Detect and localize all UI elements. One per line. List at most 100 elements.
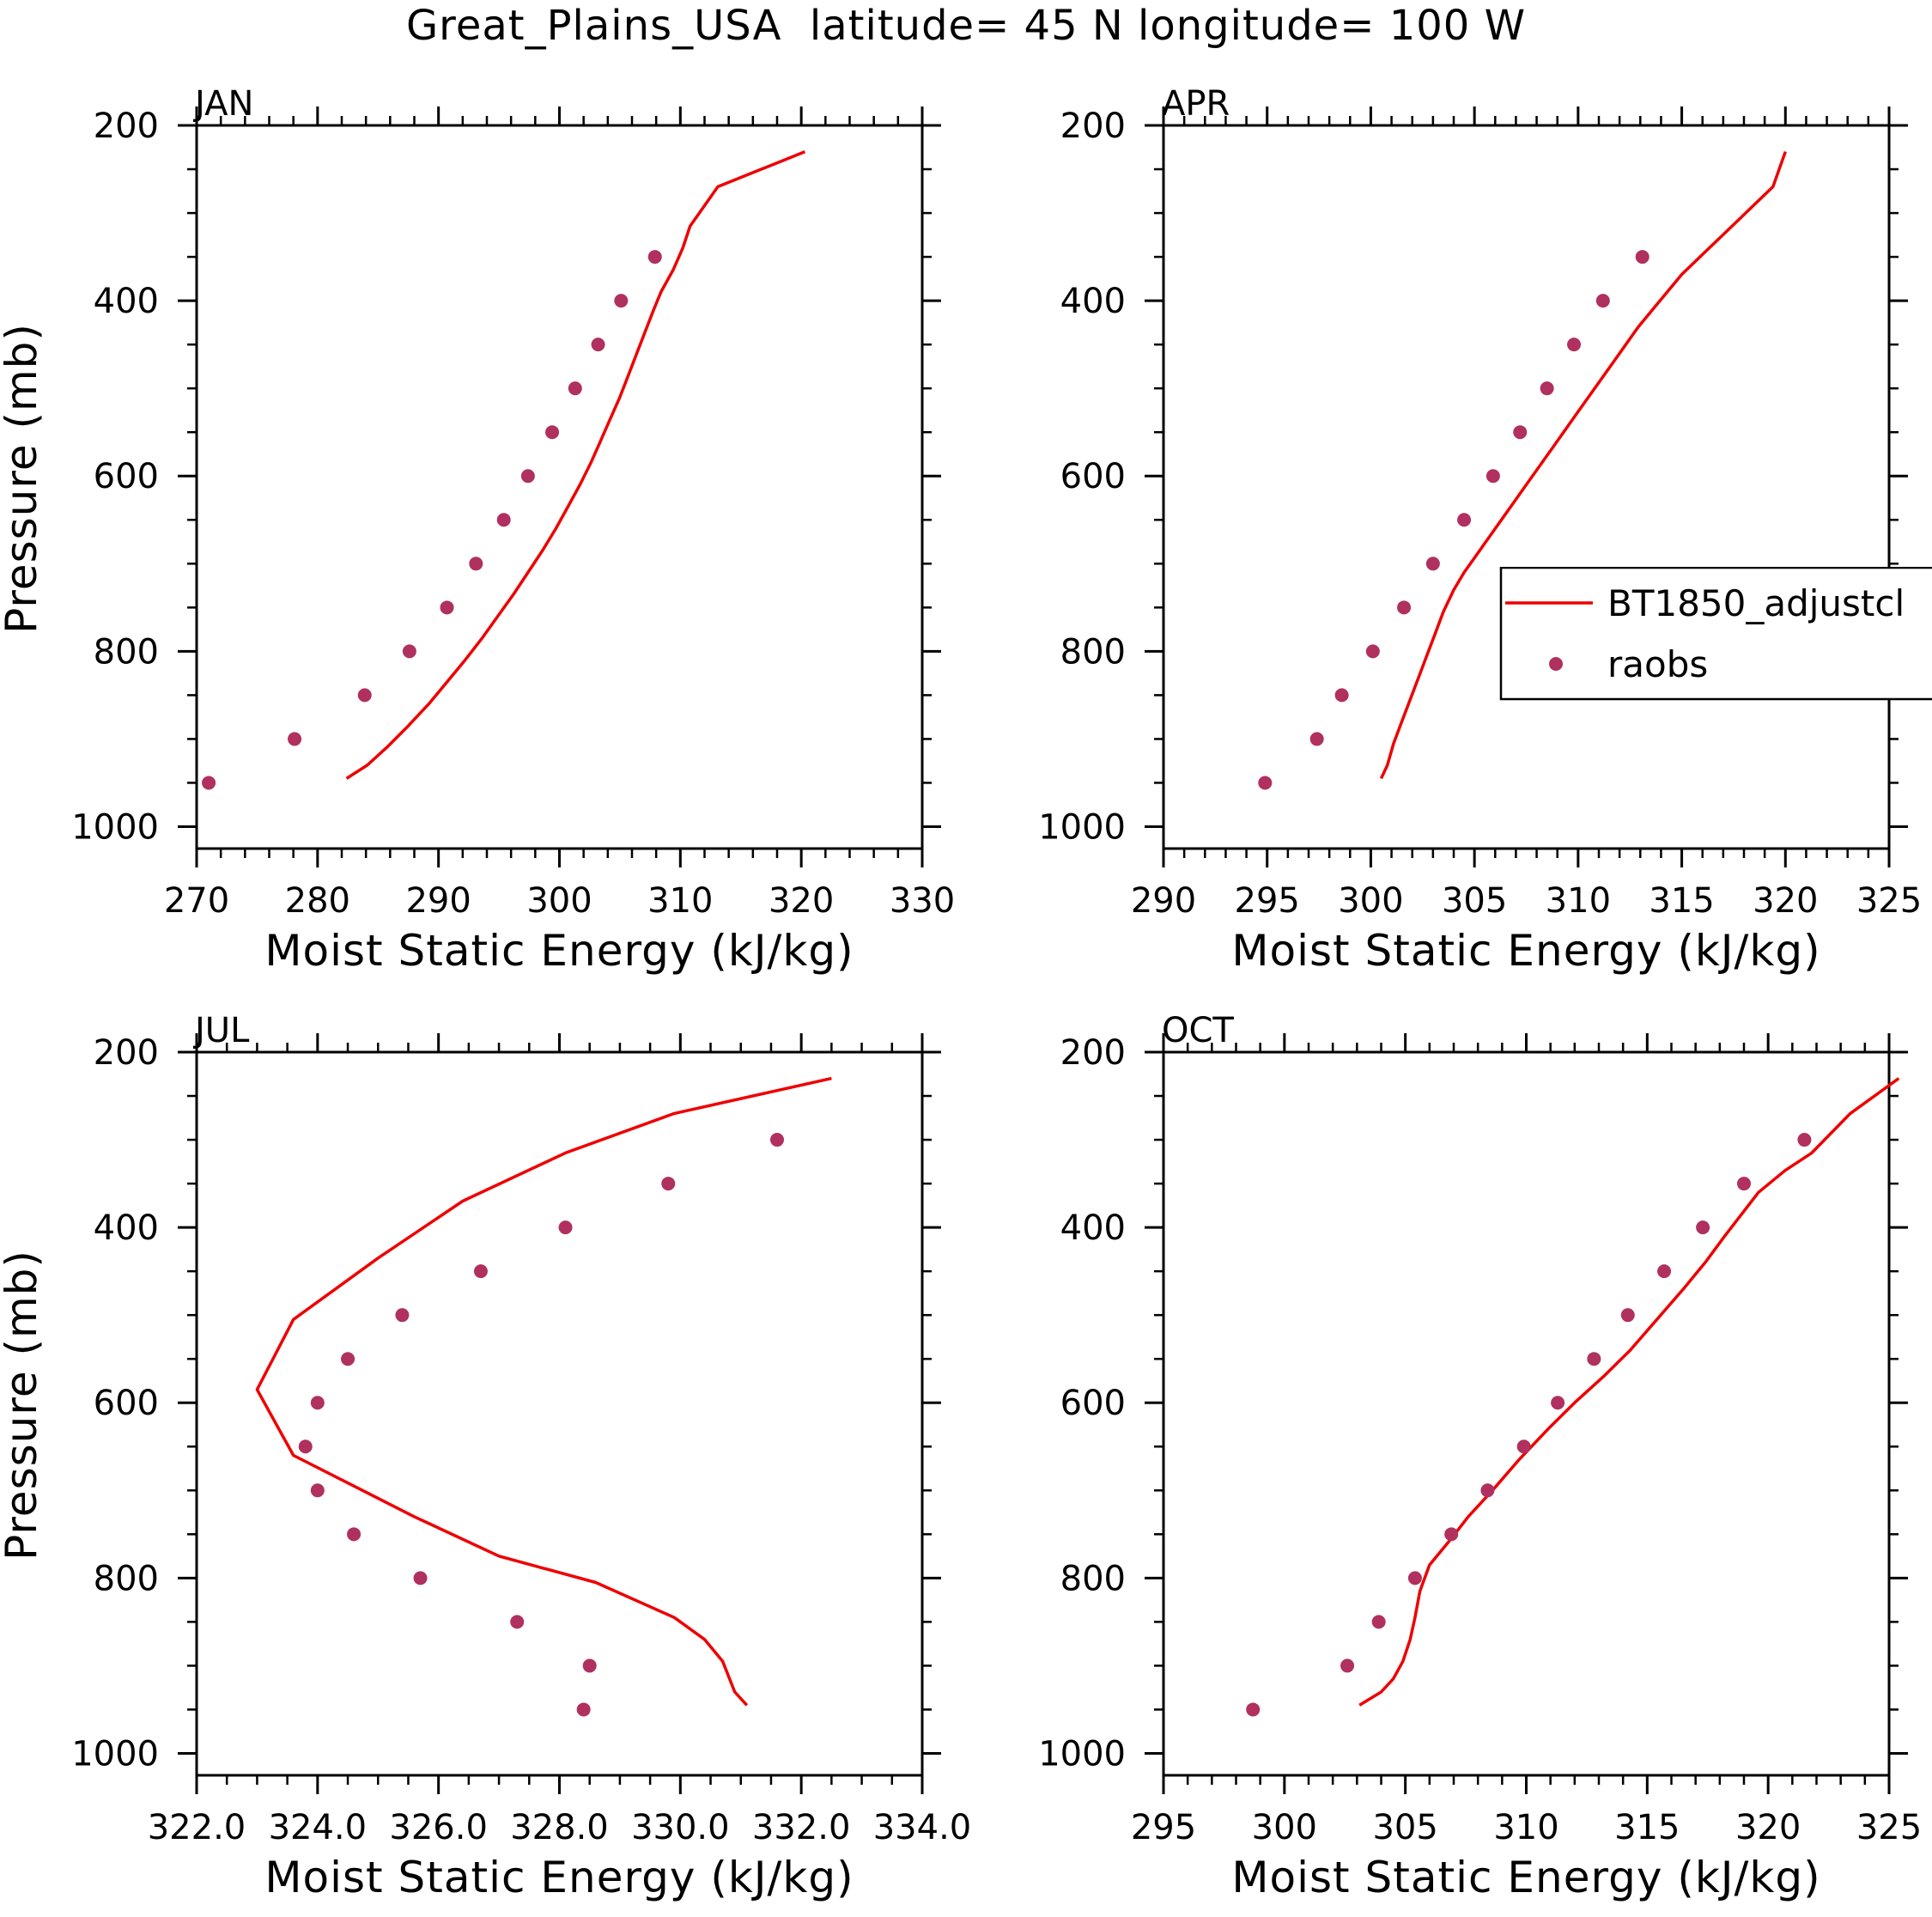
y-tick-label: 1000 xyxy=(71,1734,159,1774)
obs-point xyxy=(1407,1571,1422,1585)
obs-point xyxy=(1587,1352,1601,1366)
obs-point xyxy=(357,688,372,703)
y-tick-label: 800 xyxy=(94,632,159,672)
obs-point xyxy=(1365,644,1380,659)
series-line-model xyxy=(255,1076,832,1707)
x-tick-label: 320 xyxy=(1735,1808,1801,1847)
x-axis-label: Moist Static Energy (kJ/kg) xyxy=(264,1853,854,1902)
series-line-model xyxy=(1358,1077,1900,1707)
x-tick-label: 310 xyxy=(1493,1808,1558,1847)
x-tick-label: 320 xyxy=(1753,881,1818,921)
obs-point xyxy=(647,250,662,265)
obs-point xyxy=(591,338,605,352)
obs-point xyxy=(1657,1264,1672,1279)
series-line-model xyxy=(1379,151,1787,780)
obs-point xyxy=(1334,688,1349,703)
obs-point xyxy=(496,513,511,527)
obs-point xyxy=(1340,1658,1355,1673)
x-tick-label: 310 xyxy=(647,881,713,921)
x-tick-label: 270 xyxy=(164,881,229,921)
x-tick-label: 328.0 xyxy=(510,1808,609,1847)
obs-point xyxy=(1516,1439,1531,1454)
obs-point xyxy=(558,1220,573,1235)
y-tick-label: 1000 xyxy=(71,807,159,847)
x-axis-label: Moist Static Energy (kJ/kg) xyxy=(1231,926,1820,976)
panel-jul: JUL 322.0 324.0 326.0 328.0 330.0 332.0 334.0 20… xyxy=(0,1011,971,1902)
x-tick-label: 310 xyxy=(1546,881,1611,921)
x-tick-label: 295 xyxy=(1235,881,1300,921)
y-tick-label: 600 xyxy=(1060,1384,1126,1423)
obs-point xyxy=(440,600,454,615)
y-tick-label: 200 xyxy=(1060,1033,1126,1073)
x-tick-label: 325 xyxy=(1856,1808,1922,1847)
x-tick-label: 322.0 xyxy=(148,1808,246,1847)
y-tick-label: 800 xyxy=(94,1559,159,1598)
y-tick-label: 600 xyxy=(94,1384,159,1423)
x-tick-label: 324.0 xyxy=(269,1808,368,1847)
obs-point xyxy=(347,1527,361,1542)
x-tick-label: 320 xyxy=(769,881,834,921)
obs-point xyxy=(614,294,629,308)
obs-point xyxy=(1397,600,1412,615)
obs-point xyxy=(1567,338,1582,352)
obs-point xyxy=(288,732,302,746)
obs-point xyxy=(1635,250,1649,265)
legend-marker-obs xyxy=(1549,657,1563,671)
x-tick-label: 280 xyxy=(285,881,350,921)
series-line-model xyxy=(345,149,806,780)
obs-point xyxy=(1480,1483,1495,1498)
y-tick-label: 200 xyxy=(94,106,159,146)
panel-label: JUL xyxy=(192,1011,250,1050)
x-tick-label: 305 xyxy=(1372,1808,1437,1847)
obs-point xyxy=(469,557,483,571)
x-tick-label: 295 xyxy=(1131,1808,1196,1847)
legend-box xyxy=(1499,567,1932,701)
obs-point xyxy=(413,1571,428,1585)
y-tick-label: 200 xyxy=(1060,106,1126,146)
obs-point xyxy=(510,1615,525,1629)
y-tick-label: 400 xyxy=(1060,282,1126,321)
y-tick-label: 400 xyxy=(94,1208,159,1248)
obs-point xyxy=(1425,557,1440,571)
x-tick-label: 326.0 xyxy=(389,1808,488,1847)
obs-point xyxy=(1457,513,1472,527)
y-axis-label: Pressure (mb) xyxy=(0,323,46,634)
plot-frame xyxy=(1162,124,1891,850)
obs-point xyxy=(770,1133,784,1147)
obs-point xyxy=(520,469,535,484)
obs-point xyxy=(298,1439,313,1454)
obs-point xyxy=(568,381,582,396)
obs-point xyxy=(1309,732,1324,746)
obs-point xyxy=(1696,1220,1710,1235)
obs-point xyxy=(1485,469,1500,484)
obs-point xyxy=(582,1658,597,1673)
obs-point xyxy=(310,1396,325,1410)
x-tick-label: 334.0 xyxy=(873,1808,972,1847)
obs-point xyxy=(661,1177,676,1191)
panel-label: OCT xyxy=(1162,1011,1234,1050)
plot-frame xyxy=(1162,1050,1891,1777)
obs-point xyxy=(1551,1396,1565,1410)
panel-label: JAN xyxy=(192,84,253,124)
y-tick-label: 1000 xyxy=(1038,807,1126,847)
x-tick-label: 330 xyxy=(890,881,955,921)
panel-apr: APR 290 295 300 305 310 315 320 325 200 400 600 800 1… xyxy=(1038,84,1922,976)
obs-point xyxy=(341,1352,355,1366)
x-tick-label: 290 xyxy=(1131,881,1196,921)
obs-point xyxy=(1444,1527,1459,1542)
y-tick-label: 800 xyxy=(1060,1559,1126,1598)
legend-label-obs: raobs xyxy=(1607,643,1708,685)
panel-label: APR xyxy=(1162,84,1230,124)
x-tick-label: 330.0 xyxy=(631,1808,730,1847)
obs-point xyxy=(202,776,216,790)
obs-point xyxy=(1513,425,1528,440)
x-tick-label: 300 xyxy=(526,881,592,921)
y-tick-label: 800 xyxy=(1060,632,1126,672)
obs-point xyxy=(402,644,416,659)
y-tick-label: 600 xyxy=(1060,457,1126,496)
obs-point xyxy=(1797,1133,1812,1147)
y-axis-label: Pressure (mb) xyxy=(0,1250,46,1561)
obs-point xyxy=(1258,776,1273,790)
obs-point xyxy=(473,1264,488,1279)
